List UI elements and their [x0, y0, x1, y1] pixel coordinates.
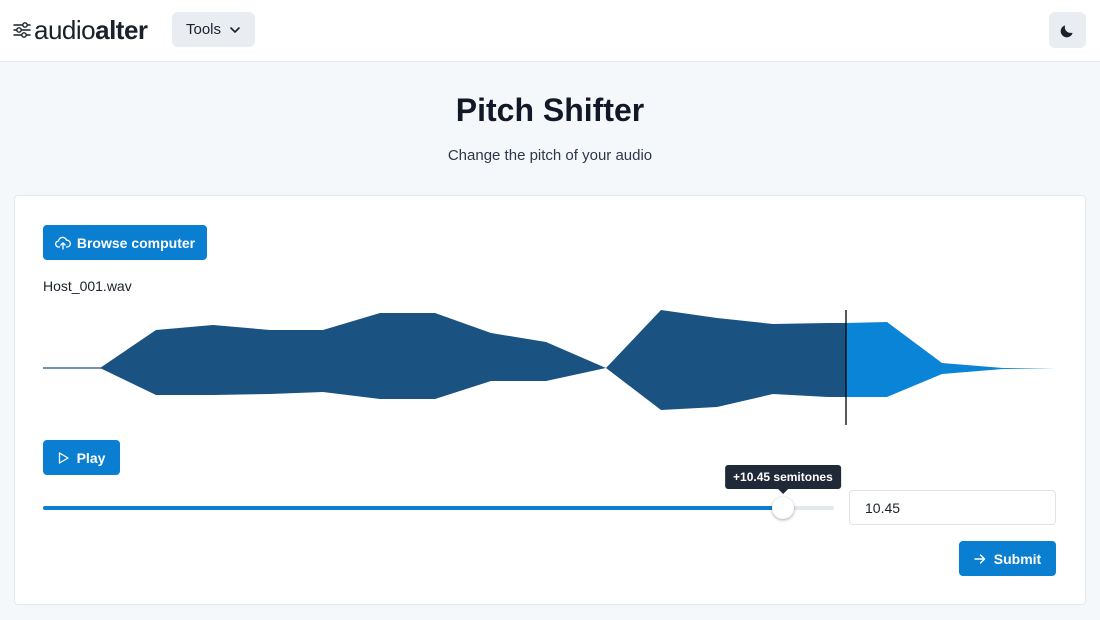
submit-button[interactable]: Submit — [959, 541, 1056, 576]
browse-computer-button[interactable]: Browse computer — [43, 225, 207, 260]
sliders-icon — [13, 22, 31, 38]
page-subtitle: Change the pitch of your audio — [447, 147, 653, 164]
pitch-slider-fill — [43, 506, 783, 510]
logo[interactable]: audioalter — [13, 14, 148, 46]
play-icon — [58, 451, 69, 464]
chevron-down-icon — [230, 26, 240, 33]
file-name: Host_001.wav — [43, 278, 132, 294]
pitch-slider[interactable] — [43, 497, 834, 519]
tool-card — [14, 195, 1086, 605]
page-title: Pitch Shifter — [455, 92, 645, 128]
tools-menu-button[interactable]: Tools — [172, 12, 255, 47]
pitch-tooltip: +10.45 semitones — [725, 465, 841, 494]
play-button[interactable]: Play — [43, 440, 120, 475]
submit-label: Submit — [993, 550, 1042, 567]
moon-icon — [1060, 24, 1073, 37]
play-label: Play — [76, 449, 106, 466]
waveform-unplayed — [846, 322, 1056, 397]
browse-computer-label: Browse computer — [76, 234, 196, 251]
pitch-slider-thumb[interactable] — [771, 497, 794, 519]
pitch-value-input[interactable] — [849, 490, 1056, 525]
top-bar: audioalter Tools — [0, 0, 1100, 62]
tools-label: Tools — [185, 21, 222, 38]
arrow-right-icon — [974, 553, 985, 564]
theme-toggle-button[interactable] — [1049, 12, 1086, 48]
cloud-upload-icon — [54, 236, 71, 250]
waveform[interactable] — [43, 308, 1056, 426]
logo-text: audioalter — [34, 14, 148, 45]
waveform-played — [100, 310, 846, 410]
